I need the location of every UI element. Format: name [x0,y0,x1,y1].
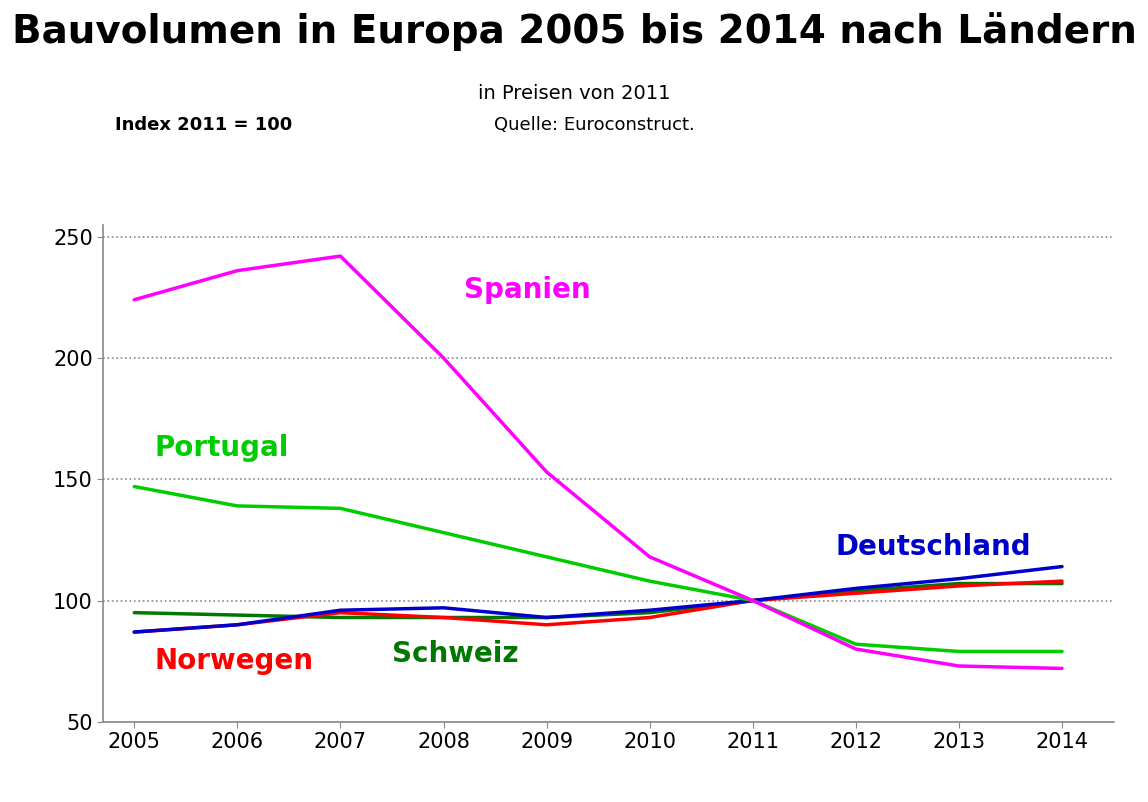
Text: Quelle: Euroconstruct.: Quelle: Euroconstruct. [494,116,695,134]
Text: Spanien: Spanien [464,276,591,304]
Text: Bauvolumen in Europa 2005 bis 2014 nach Ländern: Bauvolumen in Europa 2005 bis 2014 nach … [11,12,1137,51]
Text: Deutschland: Deutschland [836,533,1031,561]
Text: in Preisen von 2011: in Preisen von 2011 [478,84,670,103]
Text: Index 2011 = 100: Index 2011 = 100 [115,116,292,134]
Text: Norwegen: Norwegen [155,647,313,675]
Text: Portugal: Portugal [155,434,289,462]
Text: Schweiz: Schweiz [391,640,519,668]
